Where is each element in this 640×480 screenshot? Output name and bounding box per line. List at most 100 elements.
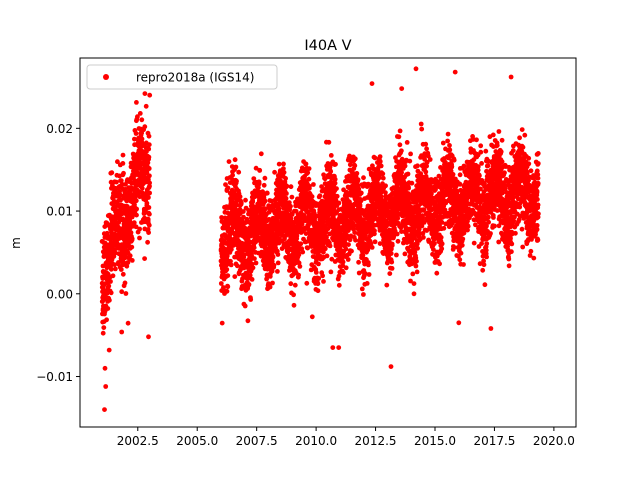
data-point	[284, 191, 289, 196]
data-point	[147, 173, 152, 179]
data-point	[146, 205, 152, 210]
data-point	[275, 252, 281, 257]
data-point	[236, 169, 242, 175]
data-point	[408, 151, 413, 157]
data-point	[439, 241, 445, 247]
data-point	[120, 161, 126, 166]
data-point	[333, 161, 338, 167]
data-point	[474, 137, 479, 143]
data-point	[242, 303, 248, 309]
data-point	[332, 176, 338, 182]
data-point	[395, 238, 401, 244]
data-point	[109, 170, 115, 176]
data-point	[115, 159, 120, 165]
data-point	[137, 235, 142, 241]
data-point	[281, 166, 286, 172]
data-point	[112, 250, 118, 256]
data-point	[457, 257, 463, 263]
data-point	[147, 211, 152, 217]
data-point	[275, 260, 281, 266]
data-point	[234, 178, 239, 184]
data-point	[228, 258, 233, 264]
data-point	[481, 262, 487, 268]
data-point	[291, 302, 297, 308]
data-point	[380, 171, 386, 177]
data-point	[423, 169, 429, 175]
data-point	[404, 140, 410, 145]
data-point	[224, 288, 230, 294]
data-point	[137, 226, 143, 232]
data-point	[441, 225, 447, 231]
data-point	[486, 219, 491, 225]
data-point	[289, 194, 295, 200]
data-point	[296, 252, 302, 258]
data-point	[271, 262, 277, 268]
data-point	[133, 224, 139, 230]
data-point	[328, 169, 334, 174]
data-point	[397, 142, 403, 148]
data-point	[369, 245, 375, 250]
data-point	[129, 258, 135, 263]
data-point	[261, 182, 267, 188]
data-point	[262, 198, 268, 204]
data-point	[445, 131, 451, 137]
data-point	[315, 288, 321, 294]
data-point	[108, 266, 114, 272]
data-point	[364, 281, 370, 286]
data-point	[146, 154, 152, 160]
data-point	[241, 214, 246, 220]
data-point	[238, 200, 244, 206]
data-point	[146, 146, 152, 152]
data-point	[286, 200, 292, 206]
data-point	[480, 267, 486, 273]
data-point	[439, 246, 445, 252]
chart-title: I40A V	[304, 38, 351, 54]
data-point	[229, 247, 234, 252]
data-point	[402, 251, 408, 257]
data-point	[146, 230, 152, 236]
data-point	[137, 111, 143, 116]
data-point	[275, 269, 280, 274]
data-point	[424, 146, 429, 152]
data-point	[479, 241, 484, 247]
data-point	[399, 170, 404, 175]
data-point	[427, 157, 433, 162]
data-point	[251, 245, 257, 251]
data-points	[99, 66, 541, 412]
data-point	[283, 176, 288, 181]
data-point	[397, 128, 403, 134]
data-point	[285, 249, 291, 255]
data-point	[432, 241, 437, 247]
data-point	[320, 273, 325, 279]
data-point	[478, 149, 484, 155]
data-point	[237, 194, 243, 200]
data-point	[356, 259, 361, 265]
data-point	[447, 143, 452, 148]
data-point	[144, 200, 150, 206]
data-point	[296, 272, 301, 278]
data-point	[139, 136, 145, 142]
data-point	[288, 184, 294, 190]
data-point	[256, 185, 261, 191]
data-point	[407, 158, 413, 164]
data-point	[482, 282, 488, 288]
data-point	[249, 261, 255, 267]
data-point	[291, 292, 296, 298]
data-point	[142, 124, 148, 130]
data-point	[253, 260, 259, 266]
data-point	[112, 262, 117, 267]
data-point	[119, 329, 125, 335]
data-point	[292, 282, 298, 288]
data-point	[146, 142, 152, 148]
data-point	[283, 196, 289, 201]
data-point	[483, 247, 489, 253]
data-point	[309, 194, 315, 200]
data-point	[240, 209, 246, 214]
data-point	[349, 248, 354, 254]
data-point	[372, 239, 378, 245]
data-point	[218, 281, 224, 286]
data-point	[116, 220, 122, 225]
data-point	[387, 271, 393, 276]
data-point	[272, 169, 277, 175]
data-point	[258, 151, 264, 157]
